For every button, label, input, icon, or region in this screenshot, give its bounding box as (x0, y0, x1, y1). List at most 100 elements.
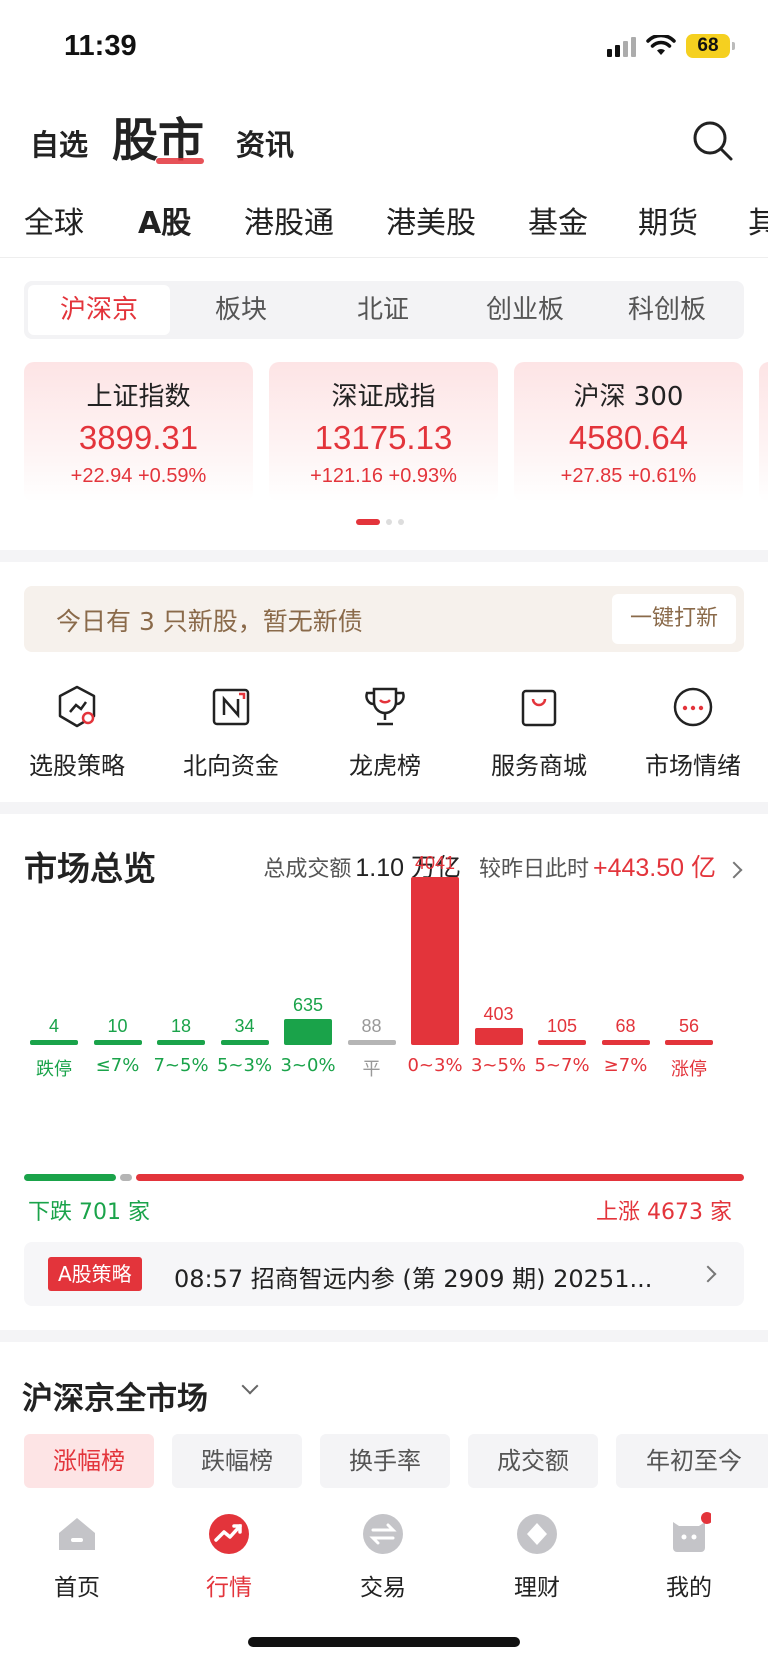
chart-data-label: 56 (678, 1016, 700, 1036)
chart-data-label: 34 (234, 1016, 255, 1036)
chart-data-label: 88 (361, 1016, 382, 1036)
nav-market[interactable]: 行情 (174, 1512, 284, 1602)
tab-hk-us[interactable]: 港美股 (386, 206, 476, 241)
chart-bar-group: 635 3~0% (280, 900, 335, 1150)
breadth-ratio-bar (24, 1174, 744, 1181)
chart-data-label: 18 (170, 1016, 192, 1036)
index-card-next[interactable] (759, 362, 768, 502)
segment-bse[interactable]: 北证 (356, 295, 409, 325)
index-card-shanghai[interactable]: 上证指数 3899.31 +22.94 +0.59% (24, 362, 253, 502)
chart-bar-group: 4 跌停 (30, 900, 78, 1150)
market-overview-stats[interactable]: 总成交额 1.10 万亿 较昨日此时 +443.50 亿 (263, 848, 743, 884)
section-divider (0, 550, 768, 562)
segment-sh-sz-bj[interactable]: 沪深京 (28, 285, 170, 335)
chart-category-label: ≤7% (95, 1055, 140, 1076)
chart-bar (665, 1040, 713, 1045)
tab-news[interactable]: 资讯 (236, 128, 295, 162)
chart-category-label: 平 (362, 1059, 381, 1080)
tab-stock-market[interactable]: 股市 (112, 104, 204, 170)
index-change: +27.85 +0.61% (560, 465, 697, 487)
segment-sectors[interactable]: 板块 (214, 295, 267, 325)
quick-item-stock-picker[interactable]: 选股策略 (0, 682, 154, 781)
full-market-title[interactable]: 沪深京全市场 (22, 1381, 208, 1417)
rise-fall-distribution-chart: 4 跌停 10 ≤7% 18 7~5% 34 5~3% 635 3~0% 88 平 4041 0~3% 40… (0, 853, 768, 1150)
status-time: 11:39 (64, 30, 137, 62)
tab-ytd[interactable]: 年初至今 (616, 1434, 768, 1488)
chart-data-label: 68 (615, 1016, 636, 1036)
quick-label: 龙虎榜 (349, 752, 421, 780)
tab-top-losers[interactable]: 跌幅榜 (172, 1434, 302, 1488)
search-icon[interactable] (692, 120, 734, 162)
chart-category-label: 3~0% (280, 1055, 336, 1076)
index-name: 沪深 300 (573, 382, 684, 412)
market-tabs: 全球 A股 港股通 港美股 基金 期货 其 (0, 196, 768, 258)
top-tabs: 自选 股市 资讯 (0, 112, 768, 172)
chart-bar-group: 105 5~7% (534, 900, 589, 1150)
tab-other[interactable]: 其 (748, 198, 768, 242)
market-trend-icon (209, 1514, 249, 1554)
nav-home[interactable]: 首页 (22, 1512, 132, 1602)
tab-global[interactable]: 全球 (24, 206, 84, 241)
tab-hk-connect[interactable]: 港股通 (244, 206, 334, 241)
chart-bar-group: 403 3~5% (471, 900, 526, 1150)
tab-watchlist[interactable]: 自选 (30, 128, 89, 162)
section-divider (0, 1330, 768, 1342)
quick-item-service-mall[interactable]: 服务商城 (462, 682, 616, 781)
strategy-row[interactable]: A股策略 08:57 招商智远内参 (第 2909 期) 20251... (24, 1242, 744, 1306)
ipo-text: 今日有 3 只新股，暂无新债 (56, 607, 363, 636)
quick-item-dragon-tiger[interactable]: 龙虎榜 (308, 682, 462, 781)
quick-label: 选股策略 (29, 752, 125, 780)
quick-label: 市场情绪 (645, 752, 741, 780)
section-divider (0, 802, 768, 814)
tab-funds[interactable]: 基金 (528, 206, 588, 241)
chevron-down-icon[interactable] (241, 1377, 259, 1395)
ipo-banner[interactable]: 今日有 3 只新股，暂无新债 一键打新 (24, 586, 744, 652)
segment-chinext[interactable]: 创业板 (485, 295, 564, 325)
chart-data-label: 10 (107, 1016, 128, 1036)
chart-bar-group: 34 5~3% (217, 900, 272, 1150)
chart-category-label: 跌停 (36, 1059, 72, 1080)
chart-bar (347, 1040, 396, 1045)
status-icons: 68 (607, 34, 735, 58)
tab-volume[interactable]: 成交额 (468, 1434, 598, 1488)
chart-bar (93, 1040, 142, 1045)
index-value: 13175.13 (314, 419, 453, 456)
nav-trade[interactable]: 交易 (328, 1512, 438, 1602)
one-click-ipo-button[interactable]: 一键打新 (612, 594, 736, 644)
segment-star[interactable]: 科创板 (627, 295, 706, 325)
index-card-csi300[interactable]: 沪深 300 4580.64 +27.85 +0.61% (514, 362, 743, 502)
home-indicator (248, 1637, 520, 1647)
cellular-signal-icon (607, 35, 636, 57)
tab-turnover-rate[interactable]: 换手率 (320, 1434, 450, 1488)
index-value: 3899.31 (78, 419, 199, 456)
chart-bar (601, 1040, 650, 1045)
nav-profile[interactable]: 我的 (634, 1512, 744, 1602)
nav-label: 行情 (206, 1575, 252, 1601)
chart-bar (284, 1018, 332, 1045)
chart-bar-group: 10 ≤7% (93, 900, 142, 1150)
index-pager (356, 519, 404, 525)
tab-top-gainers[interactable]: 涨幅榜 (24, 1434, 154, 1488)
quick-item-market-sentiment[interactable]: 市场情绪 (616, 682, 768, 781)
quick-item-northbound[interactable]: 北向资金 (154, 682, 308, 781)
tab-a-share[interactable]: A股 (138, 198, 191, 242)
index-change: +22.94 +0.59% (70, 465, 207, 487)
chart-data-label: 4 (48, 1016, 59, 1036)
chart-bar (30, 1040, 78, 1045)
status-bar: 11:39 68 (0, 0, 768, 96)
fall-count: 下跌 701 家 (28, 1200, 150, 1225)
chart-category-label: 5~7% (534, 1055, 590, 1076)
quick-label: 服务商城 (491, 752, 587, 780)
trade-icon (363, 1514, 403, 1554)
profile-icon (673, 1512, 713, 1552)
wifi-icon (646, 35, 676, 55)
wealth-icon (517, 1514, 557, 1554)
nav-label: 理财 (514, 1575, 560, 1601)
tab-futures[interactable]: 期货 (638, 206, 698, 241)
turnover-label: 总成交额 (263, 857, 352, 882)
chart-data-label: 403 (483, 1004, 514, 1025)
chevron-right-icon (699, 1265, 717, 1283)
chart-category-label: 7~5% (153, 1055, 209, 1076)
nav-wealth[interactable]: 理财 (482, 1512, 592, 1602)
index-card-shenzhen[interactable]: 深证成指 13175.13 +121.16 +0.93% (269, 362, 498, 502)
